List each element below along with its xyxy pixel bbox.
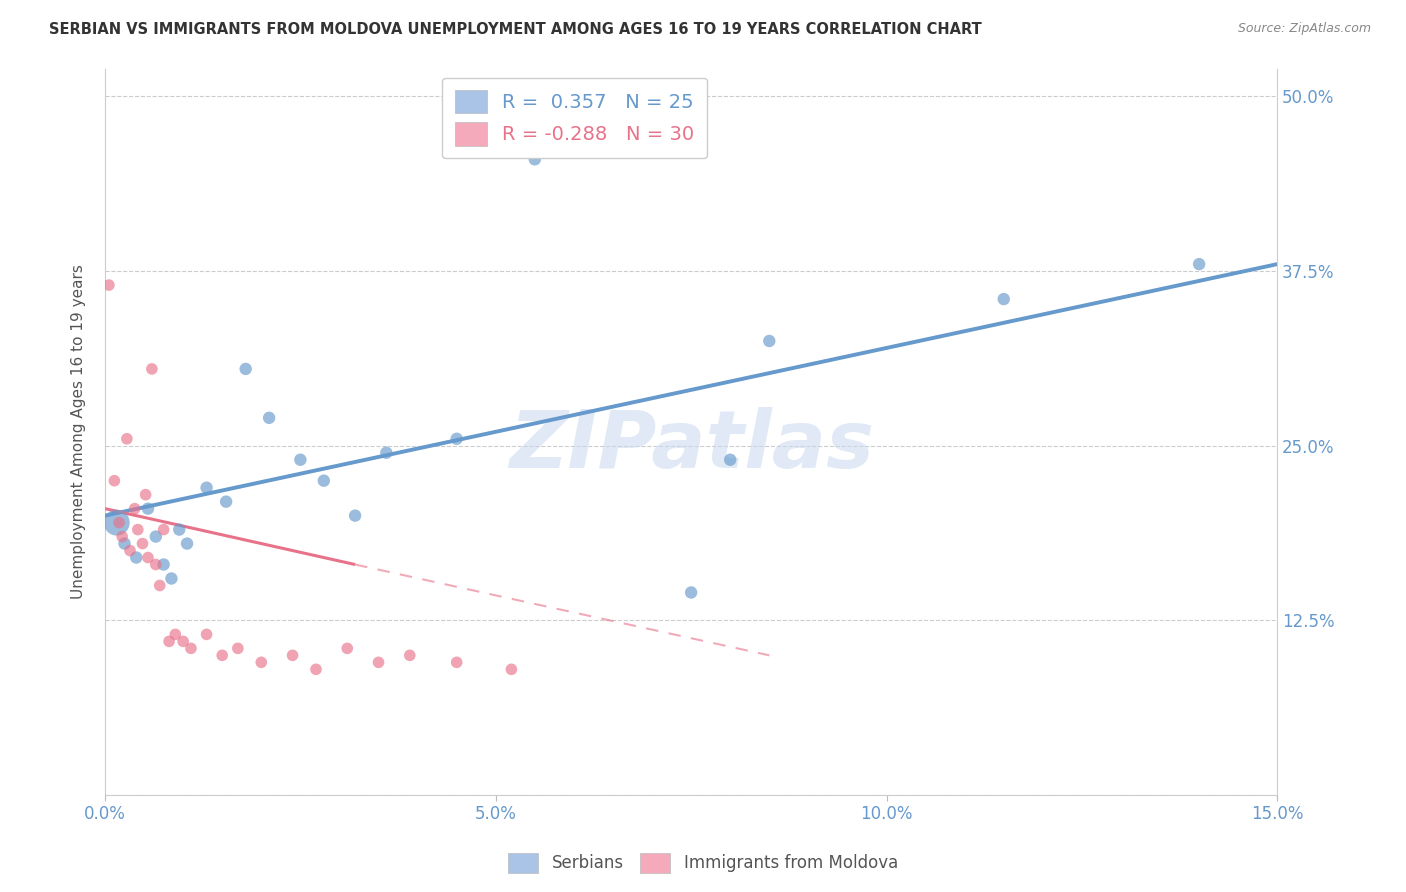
Point	[215, 494, 238, 508]
Point	[160, 572, 183, 586]
Point	[152, 558, 174, 572]
Point	[108, 516, 131, 530]
Point	[336, 641, 359, 656]
Point	[167, 523, 190, 537]
Point	[305, 662, 328, 676]
Point	[103, 474, 125, 488]
Point	[149, 578, 172, 592]
Point	[226, 641, 249, 656]
Point	[993, 292, 1015, 306]
Point	[540, 145, 562, 160]
Text: Source: ZipAtlas.com: Source: ZipAtlas.com	[1237, 22, 1371, 36]
Point	[180, 641, 202, 656]
Point	[111, 530, 134, 544]
Point	[446, 432, 468, 446]
Point	[172, 634, 194, 648]
Point	[195, 481, 218, 495]
Text: ZIPatlas: ZIPatlas	[509, 408, 873, 485]
Point	[1188, 257, 1211, 271]
Point	[145, 558, 167, 572]
Point	[523, 153, 546, 167]
Point	[125, 550, 148, 565]
Point	[165, 627, 187, 641]
Point	[152, 523, 174, 537]
Point	[367, 656, 389, 670]
Point	[501, 662, 523, 676]
Point	[257, 410, 280, 425]
Y-axis label: Unemployment Among Ages 16 to 19 years: Unemployment Among Ages 16 to 19 years	[72, 264, 86, 599]
Point	[290, 452, 312, 467]
Point	[281, 648, 304, 663]
Point	[398, 648, 420, 663]
Point	[145, 530, 167, 544]
Point	[235, 362, 257, 376]
Point	[136, 550, 159, 565]
Point	[211, 648, 233, 663]
Legend: R =  0.357   N = 25, R = -0.288   N = 30: R = 0.357 N = 25, R = -0.288 N = 30	[443, 78, 707, 158]
Point	[176, 536, 198, 550]
Point	[131, 536, 153, 550]
Point	[124, 501, 146, 516]
Point	[250, 656, 273, 670]
Point	[446, 656, 468, 670]
Point	[312, 474, 335, 488]
Point	[141, 362, 163, 376]
Point	[115, 432, 138, 446]
Point	[681, 585, 703, 599]
Point	[114, 536, 136, 550]
Point	[157, 634, 180, 648]
Point	[97, 278, 120, 293]
Point	[344, 508, 367, 523]
Point	[718, 452, 741, 467]
Text: SERBIAN VS IMMIGRANTS FROM MOLDOVA UNEMPLOYMENT AMONG AGES 16 TO 19 YEARS CORREL: SERBIAN VS IMMIGRANTS FROM MOLDOVA UNEMP…	[49, 22, 981, 37]
Point	[136, 501, 159, 516]
Point	[375, 446, 398, 460]
Point	[127, 523, 149, 537]
Point	[118, 543, 141, 558]
Point	[195, 627, 218, 641]
Point	[135, 488, 157, 502]
Legend: Serbians, Immigrants from Moldova: Serbians, Immigrants from Moldova	[502, 847, 904, 880]
Point	[758, 334, 780, 348]
Point	[105, 516, 128, 530]
